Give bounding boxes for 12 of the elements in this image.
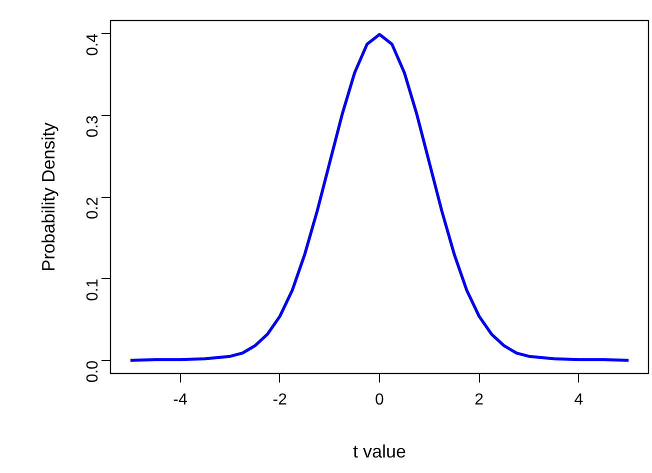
y-tick-label: 0.4: [84, 33, 102, 56]
y-tick-label: 0.1: [84, 278, 102, 301]
x-tick-label: -4: [173, 392, 188, 408]
y-axis-title: Probability Density: [38, 122, 58, 272]
x-tick-label: -2: [272, 392, 288, 408]
x-tick-label: 4: [574, 392, 584, 408]
x-axis-title: t value: [352, 442, 406, 462]
y-tick-label: 0.3: [84, 115, 102, 138]
x-tick-label: 2: [474, 392, 484, 408]
y-tick-label: 0.2: [84, 196, 102, 220]
x-tick-label: 0: [375, 392, 384, 408]
y-tick-label: 0.0: [84, 360, 102, 383]
